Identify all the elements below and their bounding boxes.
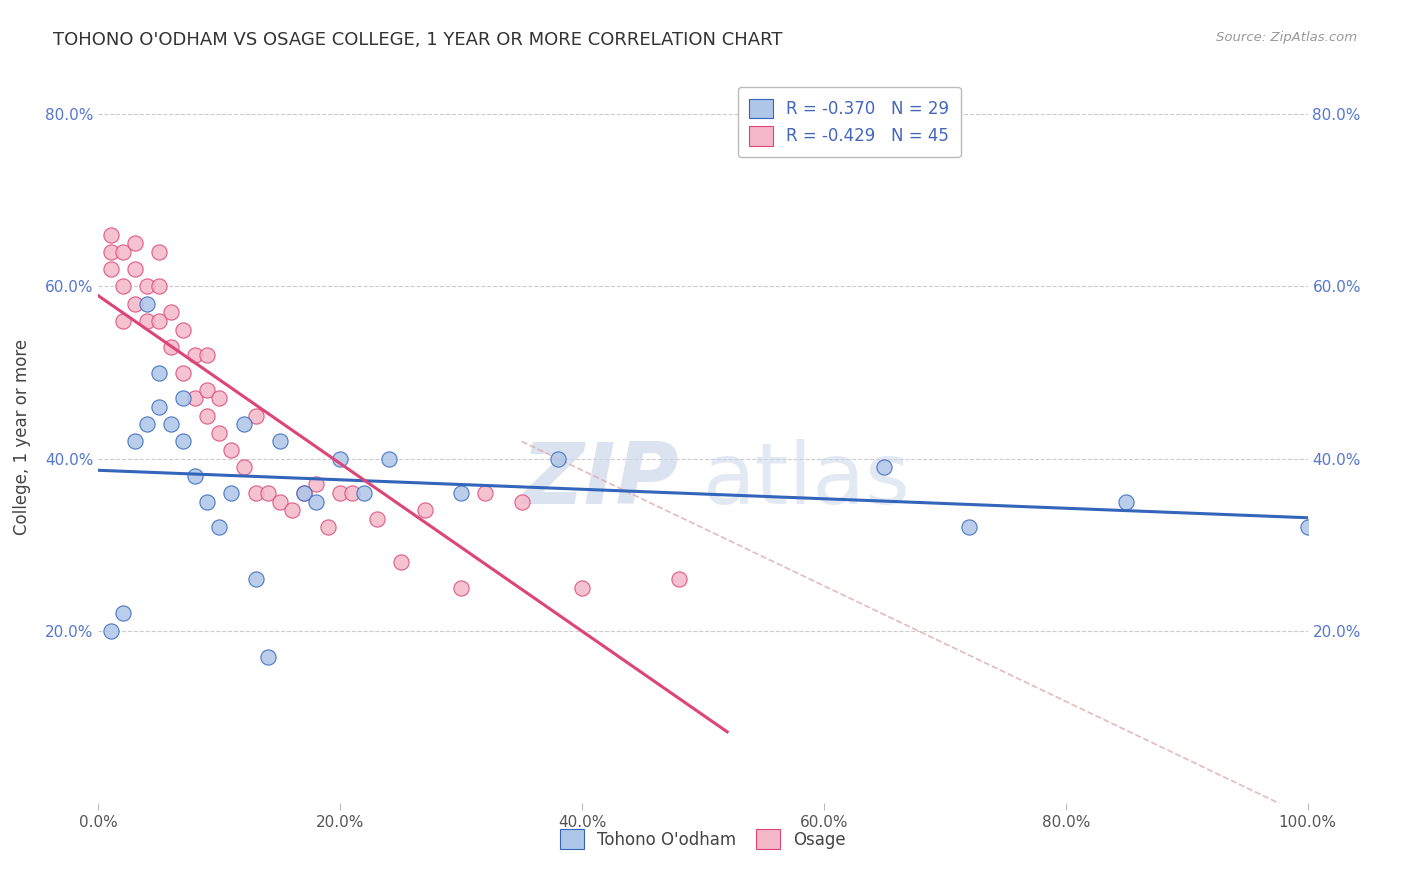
Point [195,383,218,397]
Point [184,348,207,362]
Point [160,417,183,432]
Point [111,607,134,621]
Point [342,486,364,500]
Point [148,400,170,414]
Point [160,305,183,319]
Point [245,409,267,423]
Point [281,503,304,517]
Point [184,392,207,406]
Text: TOHONO O'ODHAM VS OSAGE COLLEGE, 1 YEAR OR MORE CORRELATION CHART: TOHONO O'ODHAM VS OSAGE COLLEGE, 1 YEAR … [53,31,783,49]
Point [256,649,278,664]
Point [195,348,218,362]
Point [957,520,980,534]
Point [292,486,315,500]
Point [305,477,328,491]
Point [172,392,194,406]
Point [148,245,170,260]
Point [316,520,339,534]
Point [450,486,472,500]
Point [100,227,122,242]
Text: atlas: atlas [703,440,911,523]
Point [195,494,218,508]
Point [208,520,231,534]
Point [292,486,315,500]
Point [124,296,146,310]
Point [111,279,134,293]
Point [256,486,278,500]
Point [172,366,194,380]
Point [366,512,388,526]
Point [172,434,194,449]
Point [329,451,352,466]
Point [221,486,243,500]
Point [135,279,157,293]
Point [111,245,134,260]
Point [221,442,243,457]
Point [413,503,436,517]
Point [124,434,146,449]
Point [547,451,569,466]
Point [571,581,593,595]
Point [100,245,122,260]
Point [389,555,412,569]
Point [245,486,267,500]
Point [450,581,472,595]
Point [353,486,375,500]
Point [124,236,146,251]
Point [329,486,352,500]
Point [148,314,170,328]
Point [305,494,328,508]
Point [208,425,231,440]
Point [232,460,254,475]
Point [135,314,157,328]
Point [184,468,207,483]
Text: Source: ZipAtlas.com: Source: ZipAtlas.com [1216,31,1357,45]
Point [269,494,291,508]
Point [232,417,254,432]
Point [160,340,183,354]
Point [195,409,218,423]
Point [100,262,122,277]
Y-axis label: College, 1 year or more: College, 1 year or more [13,339,31,535]
Point [135,417,157,432]
Point [377,451,399,466]
Point [269,434,291,449]
Point [474,486,496,500]
Point [208,392,231,406]
Point [148,366,170,380]
Point [172,322,194,336]
Point [148,279,170,293]
Point [1115,494,1137,508]
Legend: Tohono O'odham, Osage: Tohono O'odham, Osage [548,818,858,860]
Point [124,262,146,277]
Point [668,572,690,586]
Point [111,314,134,328]
Point [510,494,533,508]
Point [100,624,122,638]
Point [135,296,157,310]
Point [873,460,896,475]
Text: ZIP: ZIP [522,440,679,523]
Point [1296,520,1319,534]
Point [245,572,267,586]
